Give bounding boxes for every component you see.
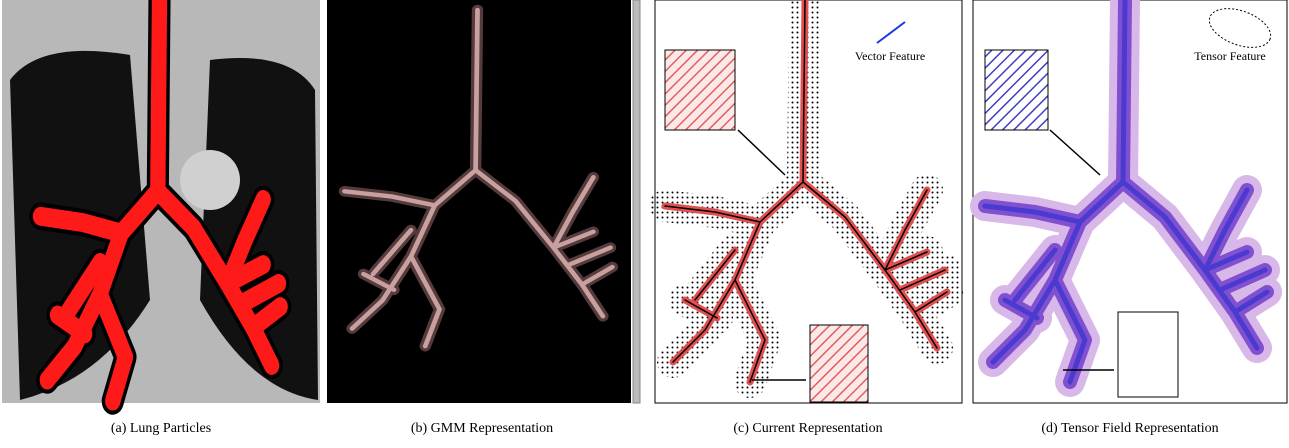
inset-bottom (1118, 312, 1178, 397)
inset-top (985, 50, 1048, 130)
page: Vector Feature Tensor Feature (a) Lung P… (0, 0, 1289, 448)
vessel (180, 150, 240, 210)
figure: Vector Feature Tensor Feature (a) Lung P… (0, 0, 1289, 448)
caption: (c) Current Representation (733, 421, 882, 436)
panel-c: Vector Feature (655, 0, 962, 403)
caption: (d) Tensor Field Representation (1041, 421, 1218, 436)
caption: (a) Lung Particles (111, 421, 211, 436)
caption: (b) GMM Representation (411, 421, 553, 436)
inset-top (665, 50, 735, 130)
panel-b (327, 0, 640, 403)
inset-bottom (810, 325, 868, 402)
panel-a (2, 0, 320, 403)
annotation: Vector Feature (855, 49, 925, 63)
colorbar (633, 0, 640, 403)
annotation: Tensor Feature (1194, 49, 1265, 63)
panel-d: Tensor Feature (973, 0, 1287, 403)
